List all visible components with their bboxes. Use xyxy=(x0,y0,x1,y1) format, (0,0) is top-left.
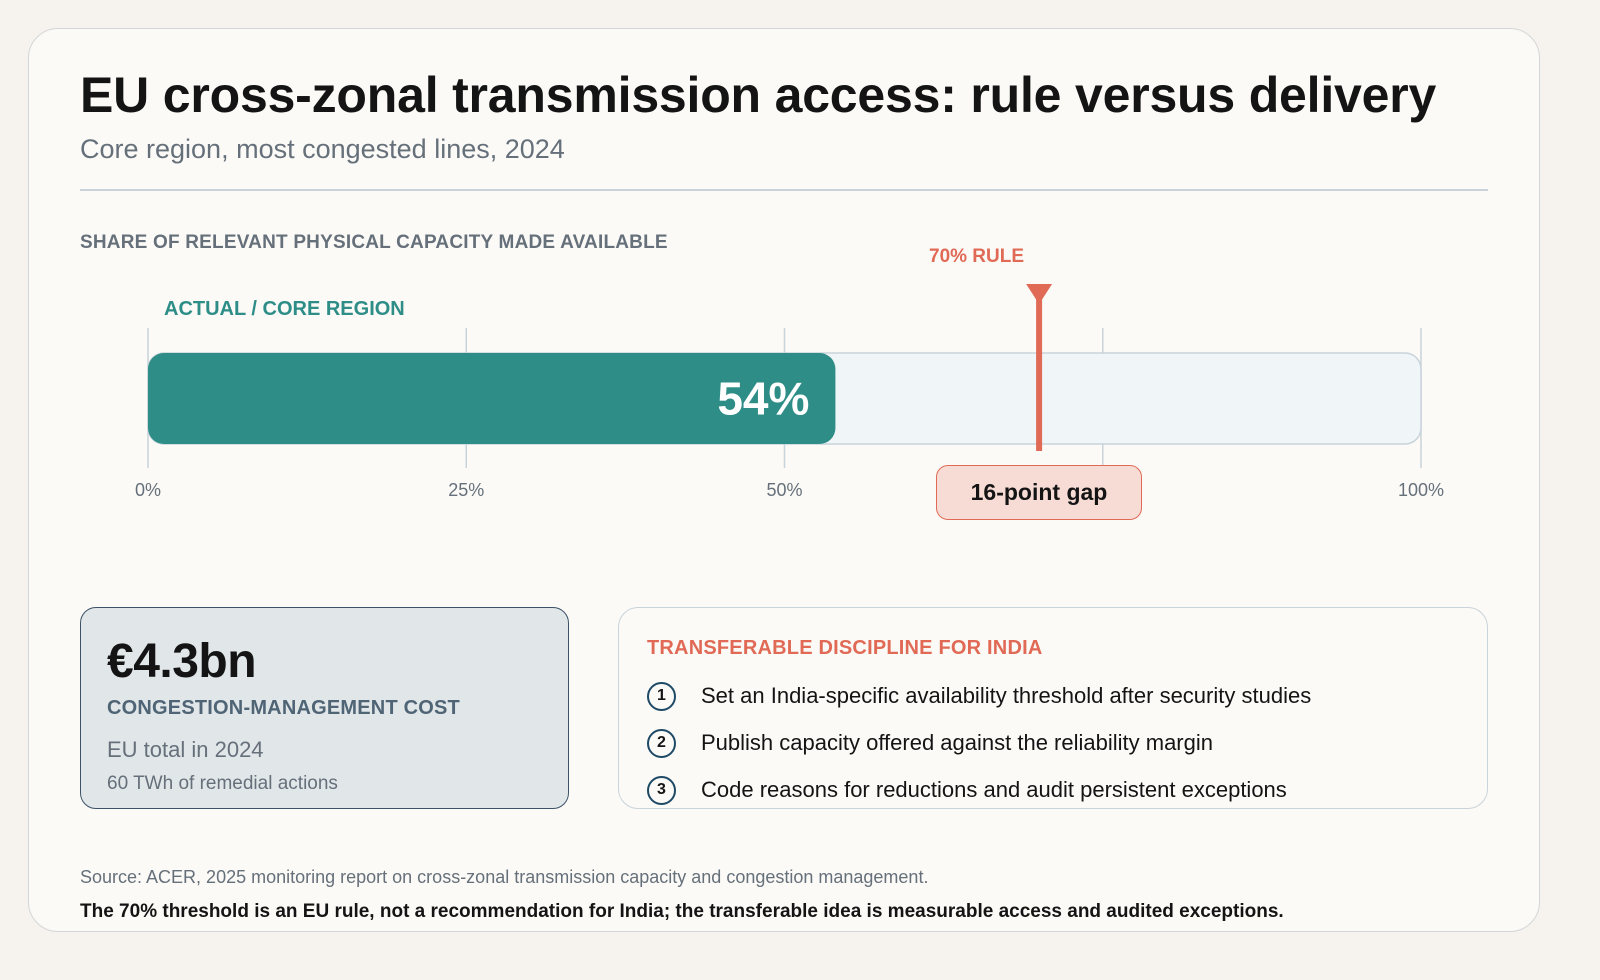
tick-label: 50% xyxy=(766,480,802,500)
capacity-chart: 54% 0% 25% 50% 100% xyxy=(0,0,1600,560)
step-number-badge: 2 xyxy=(647,729,676,758)
cost-note: 60 TWh of remedial actions xyxy=(107,773,338,795)
bar-value-label: 54% xyxy=(717,373,809,425)
cost-label: CONGESTION-MANAGEMENT COST xyxy=(107,697,460,720)
gap-badge: 16-point gap xyxy=(936,465,1142,520)
discipline-item-text: Set an India-specific availability thres… xyxy=(701,683,1311,709)
tick-label: 0% xyxy=(135,480,161,500)
cost-card: €4.3bn CONGESTION-MANAGEMENT COST EU tot… xyxy=(80,607,569,809)
discipline-card: TRANSFERABLE DISCIPLINE FOR INDIA 1 Set … xyxy=(618,607,1488,809)
discipline-item: 1 Set an India-specific availability thr… xyxy=(647,679,1311,713)
step-number-badge: 3 xyxy=(647,776,676,805)
source-note: Source: ACER, 2025 monitoring report on … xyxy=(80,867,928,888)
discipline-item-text: Publish capacity offered against the rel… xyxy=(701,730,1213,756)
discipline-title: TRANSFERABLE DISCIPLINE FOR INDIA xyxy=(647,637,1043,660)
discipline-item: 2 Publish capacity offered against the r… xyxy=(647,726,1213,760)
cost-description: EU total in 2024 xyxy=(107,737,264,763)
cost-value: €4.3bn xyxy=(107,634,256,689)
tick-label: 25% xyxy=(448,480,484,500)
discipline-item-text: Code reasons for reductions and audit pe… xyxy=(701,777,1287,803)
footnote: The 70% threshold is an EU rule, not a r… xyxy=(80,901,1284,923)
discipline-item: 3 Code reasons for reductions and audit … xyxy=(647,773,1287,807)
tick-label: 100% xyxy=(1398,480,1444,500)
rule-marker-icon xyxy=(1026,284,1052,304)
step-number-badge: 1 xyxy=(647,682,676,711)
